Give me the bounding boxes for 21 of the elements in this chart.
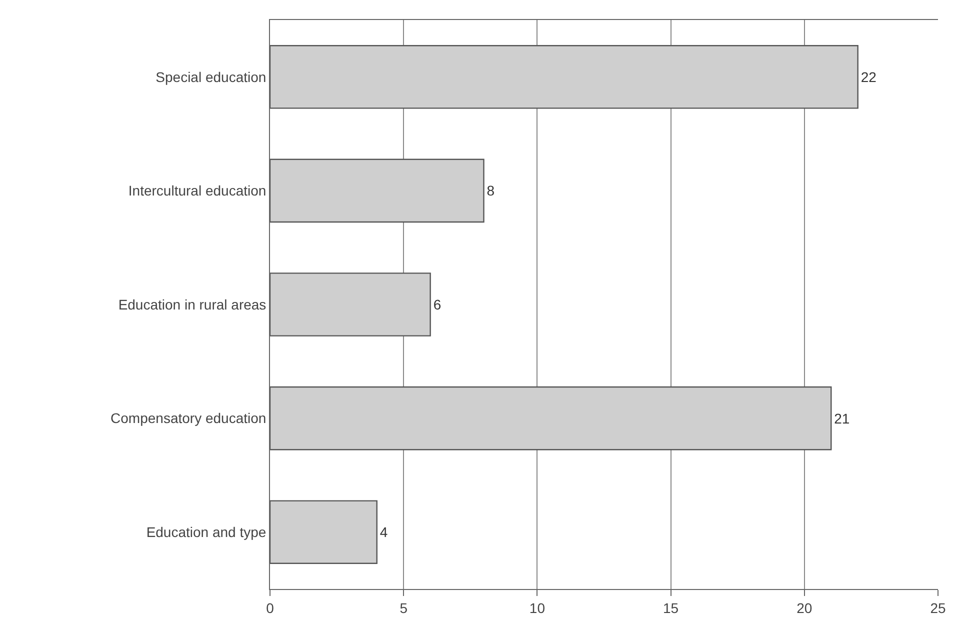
data-label: 6 <box>433 296 442 313</box>
y-tick-label: Special education <box>156 68 266 85</box>
x-tick-label: 20 <box>796 600 812 616</box>
bar <box>270 158 484 223</box>
x-tick-label: 0 <box>266 600 274 616</box>
y-tick-label: Intercultural education <box>128 182 266 199</box>
bar <box>270 500 378 564</box>
bar <box>270 45 858 109</box>
x-tick-label: 25 <box>930 600 946 616</box>
y-tick-label: Education and type <box>146 524 266 540</box>
y-tick-label: Compensatory education <box>110 410 266 426</box>
x-tick-label: 15 <box>663 600 679 616</box>
x-tick-label: 10 <box>529 600 546 616</box>
bar <box>270 272 431 336</box>
x-tick-label: 5 <box>400 600 408 616</box>
bar <box>270 386 832 450</box>
data-label: 22 <box>860 68 877 85</box>
data-label: 8 <box>486 182 495 199</box>
data-label: 21 <box>834 410 850 426</box>
data-label: 4 <box>380 524 388 540</box>
y-tick-label: Education in rural areas <box>118 296 266 312</box>
